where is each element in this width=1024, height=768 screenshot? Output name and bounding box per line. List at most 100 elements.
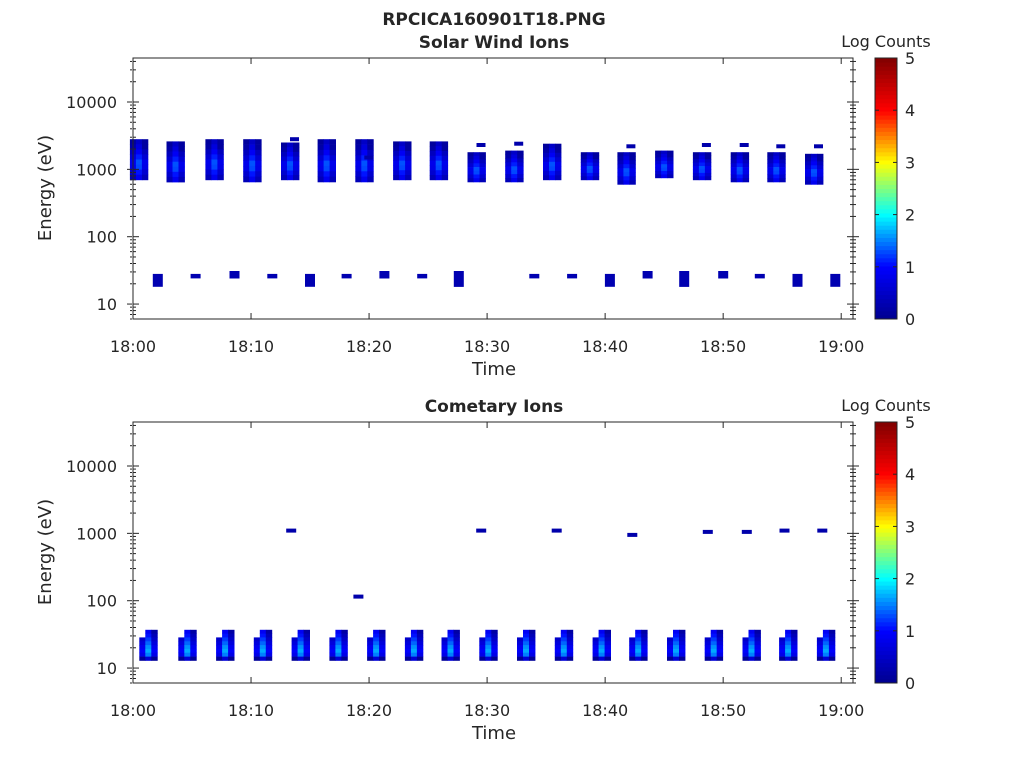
spectrogram-cell: [399, 170, 406, 176]
spectrogram-cell: [554, 648, 562, 654]
colorbar-swatch: [875, 74, 897, 79]
spectrogram-cell: [416, 633, 424, 638]
spectrogram-cell: [592, 652, 599, 657]
spectrogram-cell: [303, 637, 310, 642]
spectrogram-cell: [211, 154, 218, 160]
spectrogram-cell: [135, 174, 143, 181]
spectrogram-cell: [566, 629, 574, 634]
spectrogram-cell: [291, 652, 298, 657]
spectrogram-cell: [473, 170, 480, 175]
colorbar-swatch: [875, 115, 897, 120]
colorbar-swatch: [875, 168, 897, 173]
spectrogram-cell: [566, 656, 574, 661]
spectrogram-cell: [505, 158, 512, 163]
spectrogram-cell: [303, 629, 310, 634]
spectrogram-cell: [435, 141, 443, 147]
spectrogram-cell: [253, 652, 261, 657]
spectrogram-cell: [586, 172, 594, 177]
spectrogram-cell: [441, 648, 448, 654]
cometary-scan: [816, 629, 836, 661]
spectrogram-cell: [748, 656, 755, 661]
spectrogram-cell: [617, 164, 624, 169]
spectrogram-cell: [543, 152, 550, 158]
spectrogram-cell: [249, 160, 256, 167]
spectrogram-cell: [716, 656, 724, 661]
colorbar-swatch: [875, 503, 897, 509]
spectrogram-cell: [323, 171, 330, 177]
cometary-colorbar-label: Log Counts: [841, 396, 931, 415]
spectrogram-cell: [355, 139, 362, 145]
spectrogram-cell: [441, 165, 449, 171]
colorbar-swatch: [875, 426, 897, 431]
spectrogram-cell: [379, 645, 386, 650]
spectrogram-cell: [166, 141, 173, 147]
spectrogram-cell: [447, 637, 454, 642]
colorbar-swatch: [875, 422, 897, 427]
spectrogram-cell: [404, 656, 412, 661]
spectrogram-cell: [698, 152, 706, 157]
spectrogram-cell: [253, 641, 261, 646]
colorbar-swatch: [875, 556, 897, 562]
solar-wind-scan: [617, 152, 636, 185]
spectrogram-cell: [505, 166, 512, 171]
spectrogram-cell: [817, 180, 824, 185]
spectrogram-cell: [716, 637, 724, 642]
spectrogram-cell: [629, 652, 636, 657]
spectrogram-cell: [580, 155, 588, 160]
colorbar-swatch: [875, 629, 897, 635]
spectrogram-cell: [217, 159, 224, 165]
isolated-count: [817, 528, 828, 533]
spectrogram-cell: [467, 163, 474, 168]
spectrogram-cell: [791, 648, 798, 654]
colorbar-swatch: [875, 58, 897, 63]
spectrogram-cell: [767, 163, 774, 168]
spectrogram-cell: [742, 170, 750, 175]
colorbar-frame: [874, 421, 898, 684]
spectrogram-cell: [641, 641, 648, 646]
spectrogram-cell: [523, 648, 530, 654]
spectrogram-cell: [178, 645, 185, 650]
spectrogram-cell: [255, 165, 262, 172]
spectrogram-cell: [730, 174, 738, 179]
x-tick-label: 18:10: [228, 701, 274, 720]
spectrogram-cell: [473, 167, 480, 172]
spectrogram-cell: [416, 641, 424, 646]
spectrogram-cell: [166, 146, 173, 152]
spectrogram-cell: [145, 637, 152, 642]
spectrogram-cell: [716, 641, 724, 646]
spectrogram-cell: [291, 641, 298, 646]
spectrogram-cell: [517, 170, 524, 175]
spectrogram-cell: [135, 169, 143, 176]
spectrogram-cell: [217, 174, 224, 181]
solar-wind-scan: [166, 141, 185, 183]
colorbar-swatch: [875, 511, 897, 517]
colorbar-swatch: [875, 670, 897, 676]
spectrogram-cell: [791, 656, 798, 661]
spectrogram-cell: [399, 160, 406, 166]
spectrogram-cell: [623, 172, 630, 177]
spectrogram-cell: [367, 149, 374, 156]
spectrogram-cell: [692, 176, 700, 181]
spectrogram-cell: [367, 139, 374, 145]
spectrogram-cell: [529, 629, 536, 634]
spectrogram-cell: [216, 652, 223, 657]
spectrogram-cell: [399, 146, 406, 152]
spectrogram-cell: [259, 629, 267, 634]
cometary-scan: [704, 629, 724, 661]
spectrogram-cell: [529, 641, 536, 646]
colorbar-swatch: [875, 200, 897, 206]
spectrogram-cell: [265, 652, 273, 657]
spectrogram-cell: [373, 645, 380, 650]
spectrogram-cell: [511, 154, 518, 159]
solar-wind-scan: [429, 141, 449, 181]
colorbar-swatch: [875, 278, 897, 283]
colorbar-swatch: [875, 605, 897, 611]
spectrogram-cell: [543, 157, 550, 163]
solar-wind-scan: [692, 152, 712, 181]
spectrogram-cell: [135, 149, 143, 155]
spectrogram-cell: [379, 652, 386, 657]
spectrogram-cell: [554, 637, 562, 642]
spectrogram-cell: [217, 169, 224, 176]
spectrogram-cell: [243, 139, 250, 145]
spectrogram-cell: [811, 172, 818, 178]
